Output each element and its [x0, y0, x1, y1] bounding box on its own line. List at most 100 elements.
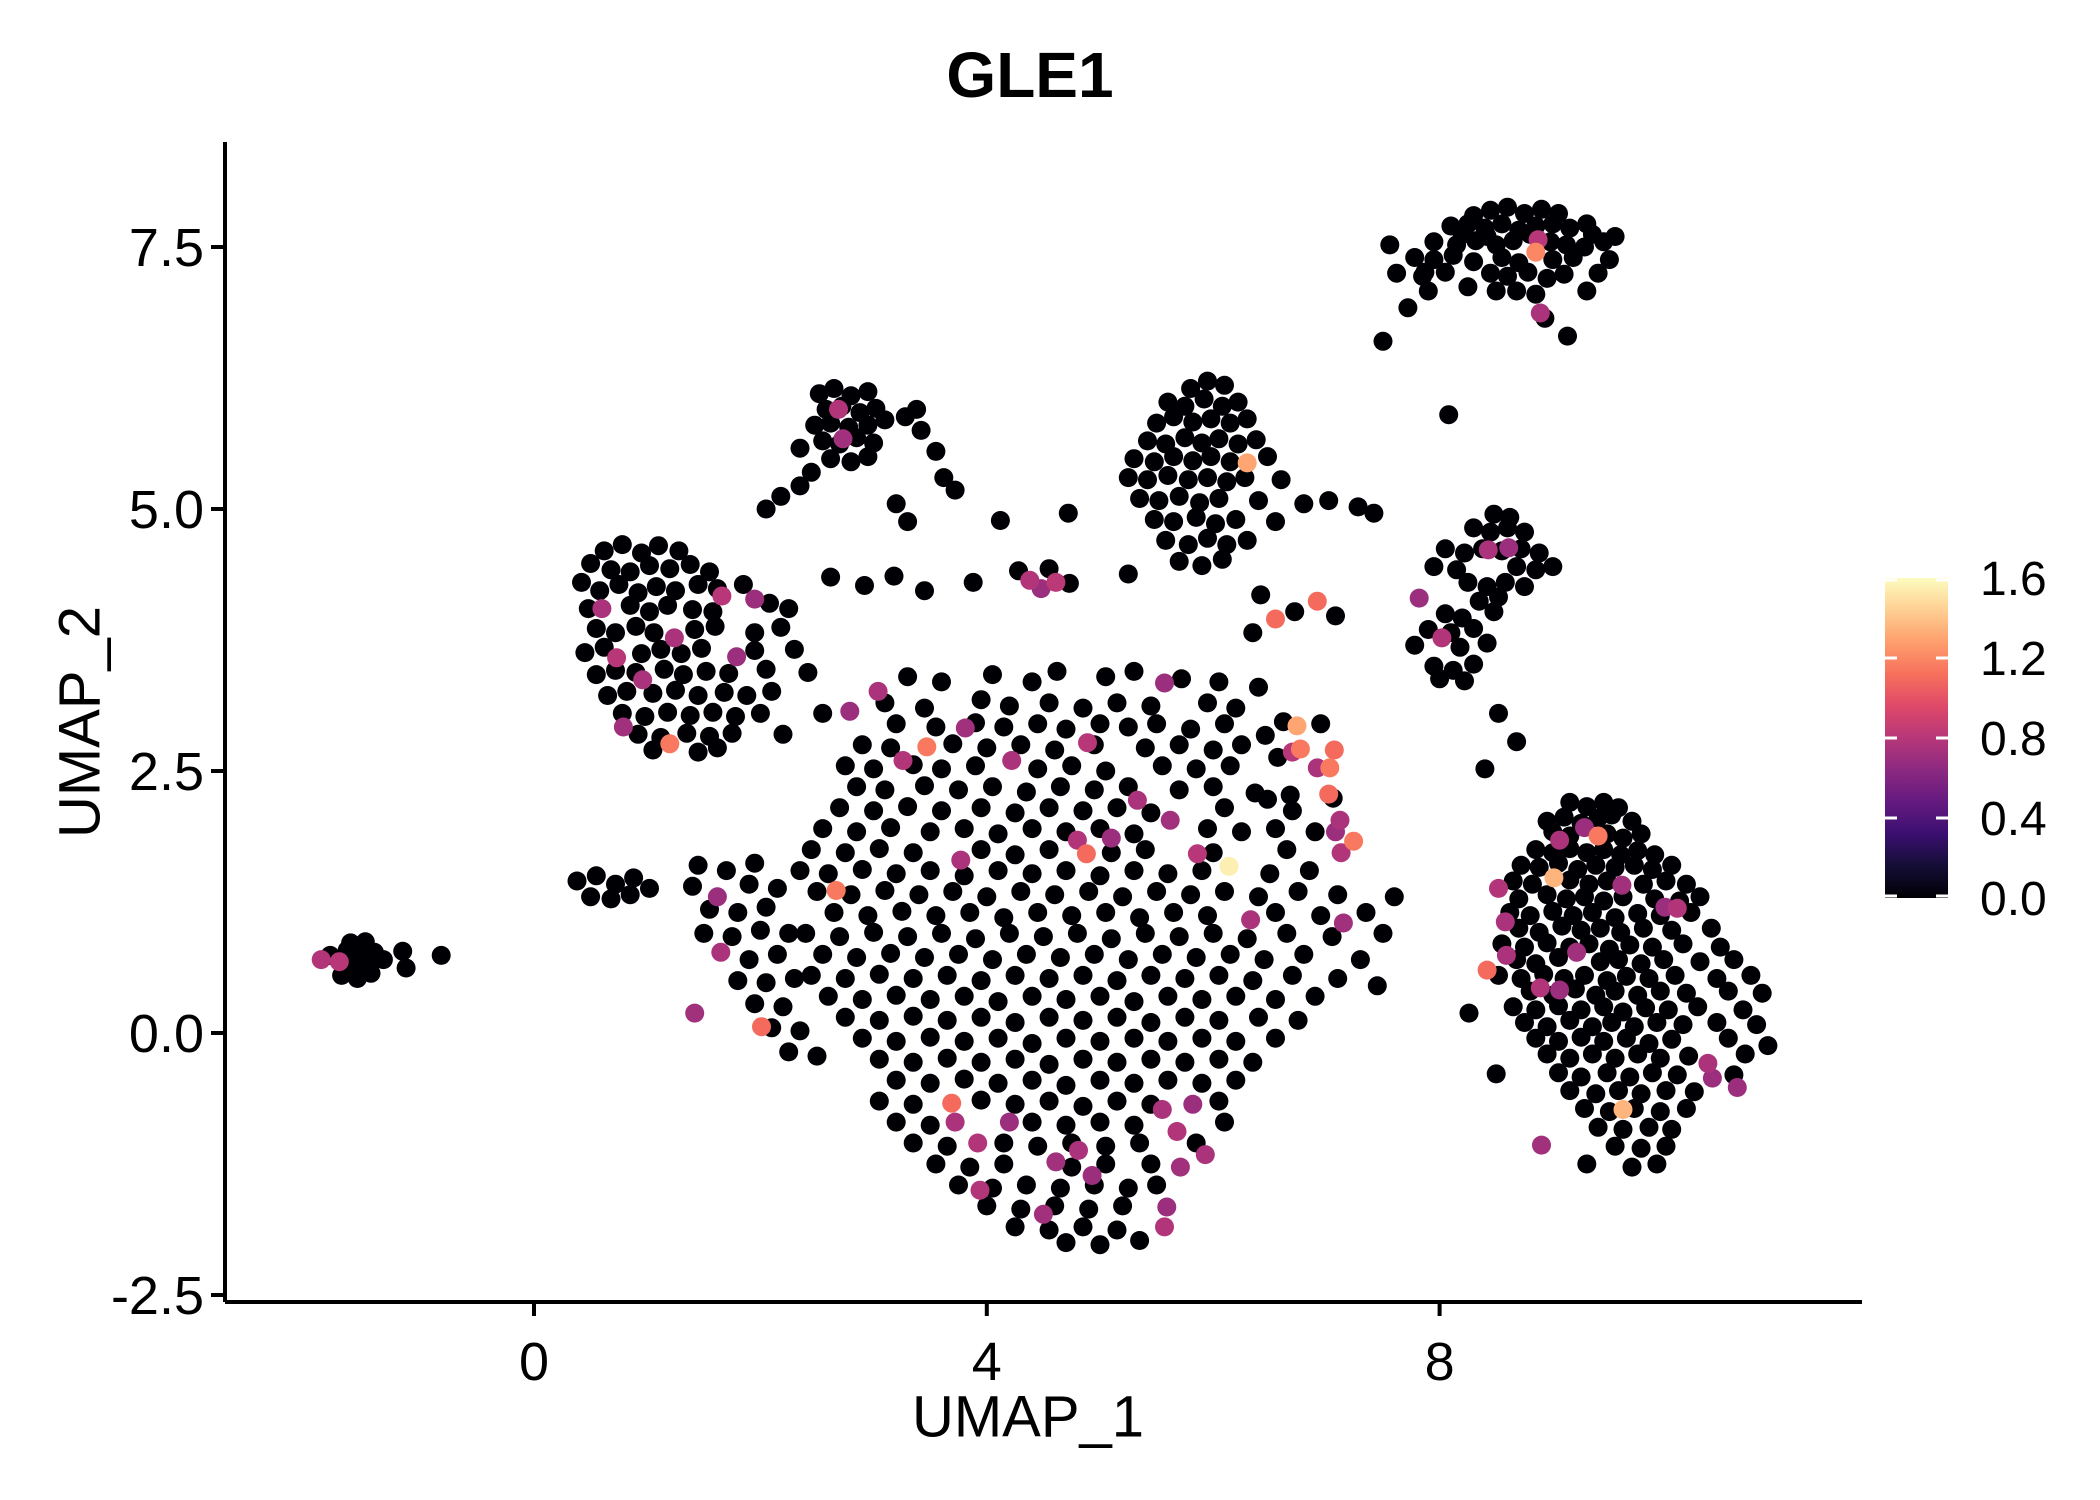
data-point	[1647, 1154, 1667, 1174]
data-point	[1458, 572, 1478, 592]
data-point	[361, 963, 381, 983]
data-point	[1158, 986, 1178, 1006]
data-point	[1588, 1117, 1608, 1137]
data-point	[1175, 1007, 1195, 1027]
data-point	[1016, 1175, 1036, 1195]
data-point	[1169, 927, 1189, 947]
data-point	[643, 740, 663, 760]
data-point	[1639, 1117, 1659, 1137]
data-point	[909, 885, 929, 905]
data-point	[1656, 1136, 1676, 1156]
data-point	[1056, 1028, 1076, 1048]
data-point	[1552, 916, 1572, 936]
data-point	[640, 556, 659, 576]
data-point	[722, 723, 742, 743]
data-point	[1495, 912, 1515, 932]
data-point	[1496, 945, 1516, 965]
data-point	[1277, 923, 1297, 943]
data-point	[1164, 447, 1184, 467]
data-point	[586, 866, 606, 886]
data-point	[932, 801, 951, 821]
data-point	[1526, 1028, 1546, 1048]
data-point	[1597, 871, 1617, 891]
data-point	[1662, 1119, 1682, 1139]
data-point	[1175, 428, 1195, 448]
data-point	[949, 1175, 968, 1195]
data-point	[1192, 433, 1212, 453]
data-point	[1005, 1049, 1025, 1069]
data-point	[841, 885, 861, 905]
data-point	[818, 864, 838, 884]
data-point	[864, 759, 884, 779]
data-point	[1478, 540, 1498, 560]
data-point	[798, 663, 818, 682]
data-point	[1609, 950, 1628, 970]
data-point	[920, 1115, 940, 1135]
data-point	[680, 706, 700, 725]
data-point	[1586, 1084, 1606, 1104]
y-tick-label: 7.5	[129, 218, 204, 278]
data-point	[1175, 969, 1195, 988]
data-point	[1324, 740, 1344, 760]
data-point	[835, 756, 855, 776]
data-point	[1633, 874, 1653, 894]
data-point	[920, 990, 940, 1009]
data-point	[1380, 235, 1400, 255]
data-point	[988, 861, 1008, 881]
data-point	[1529, 857, 1549, 877]
data-point	[971, 1090, 991, 1110]
data-point	[1190, 493, 1210, 513]
data-point	[821, 567, 841, 587]
data-point	[707, 738, 727, 758]
data-point	[884, 566, 904, 586]
data-point	[1073, 1096, 1093, 1116]
data-point	[1135, 738, 1155, 758]
data-point	[1203, 843, 1223, 863]
data-point	[790, 476, 810, 496]
data-point	[1073, 801, 1093, 821]
data-point	[1069, 1140, 1088, 1160]
data-point	[1398, 298, 1418, 318]
data-point	[966, 929, 985, 949]
data-point	[1495, 572, 1515, 592]
data-point	[739, 950, 759, 970]
data-point	[1554, 807, 1574, 827]
data-point	[932, 672, 951, 692]
data-point	[898, 927, 918, 947]
data-point	[767, 878, 787, 898]
data-point	[1511, 855, 1531, 875]
data-point	[1096, 1136, 1116, 1156]
data-point	[1130, 1133, 1150, 1153]
data-point	[833, 429, 853, 449]
data-point	[977, 1196, 997, 1216]
data-point	[1475, 759, 1495, 779]
data-point	[875, 881, 895, 900]
data-point	[1158, 1070, 1178, 1090]
data-point	[999, 923, 1019, 943]
data-point	[926, 717, 946, 737]
data-point	[1076, 844, 1096, 864]
data-point	[1158, 864, 1178, 884]
data-point	[1073, 1010, 1093, 1030]
data-point	[666, 680, 685, 700]
data-point	[937, 1010, 957, 1030]
data-point	[1144, 452, 1164, 472]
data-point	[1507, 557, 1527, 577]
data-point	[1079, 882, 1099, 901]
data-point	[858, 447, 878, 467]
data-point	[1567, 942, 1587, 962]
data-point	[1613, 1100, 1633, 1119]
x-tick-label: 0	[519, 1332, 549, 1392]
data-point	[1605, 1136, 1625, 1156]
data-point	[1582, 903, 1602, 922]
data-point	[907, 399, 927, 419]
data-point	[1647, 1013, 1667, 1032]
data-point	[666, 581, 685, 601]
data-point	[926, 906, 946, 926]
data-point	[1147, 882, 1167, 901]
data-point	[1005, 845, 1025, 865]
data-point	[1217, 472, 1237, 492]
data-point	[1364, 503, 1384, 523]
data-point	[966, 756, 985, 776]
data-point	[1249, 677, 1268, 697]
